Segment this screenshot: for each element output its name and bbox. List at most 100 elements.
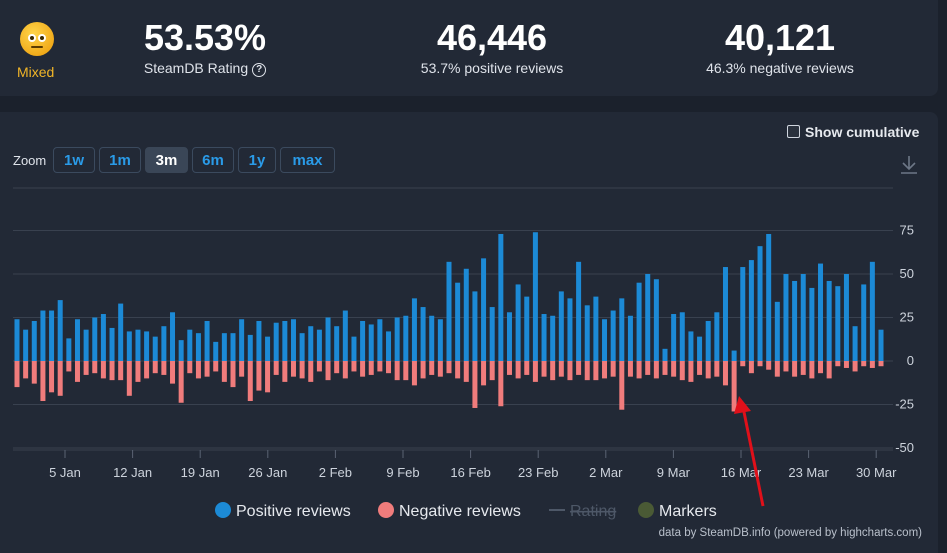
positive-bar xyxy=(774,301,780,361)
show-cumulative-toggle[interactable]: Show cumulative xyxy=(787,124,919,140)
zoom-1y-button[interactable]: 1y xyxy=(238,147,276,173)
positive-bar xyxy=(273,322,279,361)
zoom-6m-button[interactable]: 6m xyxy=(192,147,234,173)
positive-bar xyxy=(221,333,227,361)
checkbox-icon[interactable] xyxy=(787,125,800,138)
positive-bar xyxy=(748,260,754,361)
positive-bar xyxy=(446,261,452,361)
positive-bar xyxy=(334,326,340,361)
negative-bar xyxy=(783,361,789,372)
positive-bar xyxy=(265,336,271,361)
positive-bar xyxy=(178,340,184,361)
positive-bar xyxy=(144,331,150,361)
positive-bar xyxy=(187,329,193,361)
positive-bar xyxy=(325,317,331,361)
positive-bar xyxy=(800,274,806,361)
positive-bar xyxy=(386,331,392,361)
positive-bar xyxy=(152,336,158,361)
positive-bar xyxy=(610,310,616,361)
negative-bar xyxy=(489,361,495,381)
zoom-1m-button[interactable]: 1m xyxy=(99,147,141,173)
positive-bar xyxy=(731,350,737,361)
positive-bar xyxy=(161,326,167,361)
zoom-1w-button[interactable]: 1w xyxy=(53,147,95,173)
negative-bar xyxy=(316,361,322,372)
positive-bar xyxy=(360,320,366,361)
x-tick-label: 16 Feb xyxy=(450,465,490,480)
positive-bar xyxy=(757,246,763,361)
x-tick-label: 30 Mar xyxy=(856,465,897,480)
negative-bar xyxy=(835,361,841,367)
y-tick-label: -25 xyxy=(895,397,914,412)
positive-bar xyxy=(377,319,383,361)
positive-bar xyxy=(740,267,746,361)
positive-bar xyxy=(550,315,556,361)
positive-bar xyxy=(92,317,98,361)
negative-bar xyxy=(446,361,452,374)
positive-bar xyxy=(532,232,538,361)
positive-bar xyxy=(31,320,37,361)
negative-bar xyxy=(420,361,426,379)
positive-bar xyxy=(195,333,201,361)
negative-bar xyxy=(213,361,219,372)
positive-bar xyxy=(619,298,625,361)
zoom-label: Zoom xyxy=(13,153,47,168)
positive-bar xyxy=(118,303,124,361)
negative-bar xyxy=(308,361,314,382)
negative-bar xyxy=(818,361,824,374)
negative-bar xyxy=(524,361,530,375)
positive-bar xyxy=(135,329,141,361)
positive-bar xyxy=(636,282,642,361)
negative-bar xyxy=(636,361,642,379)
positive-bar xyxy=(213,341,219,361)
positive-bar xyxy=(247,334,253,361)
negative-bar xyxy=(230,361,236,388)
positive-bar xyxy=(809,287,815,361)
positive-bar xyxy=(49,310,55,361)
negative-bar xyxy=(774,361,780,377)
positive-bar xyxy=(593,296,599,361)
chart-panel xyxy=(0,112,938,553)
positive-bar xyxy=(653,279,659,361)
positive-bar xyxy=(506,312,512,361)
negative-bar xyxy=(247,361,253,402)
negative-bar xyxy=(748,361,754,374)
negative-bar xyxy=(31,361,37,384)
positive-bar xyxy=(515,284,521,361)
y-tick-label: 25 xyxy=(900,310,914,325)
negative-bar xyxy=(584,361,590,381)
legend-item-label: Positive reviews xyxy=(236,503,351,520)
positive-bar xyxy=(671,314,677,361)
negative-bar xyxy=(567,361,573,381)
positive-bar xyxy=(411,298,417,361)
zoom-max-button[interactable]: max xyxy=(280,147,335,173)
positive-bar xyxy=(826,280,832,361)
y-tick-label: 0 xyxy=(907,353,914,368)
download-icon[interactable] xyxy=(901,156,917,174)
positive-bar xyxy=(14,319,20,361)
negative-bar xyxy=(688,361,694,382)
help-icon[interactable]: ? xyxy=(252,63,267,77)
zoom-3m-button[interactable]: 3m xyxy=(145,147,188,173)
negative-bar xyxy=(843,361,849,368)
negative-bar xyxy=(118,361,124,381)
negative-bar xyxy=(411,361,417,386)
positive-bar xyxy=(463,268,469,361)
positive-bar xyxy=(437,319,443,361)
negative-bar xyxy=(265,361,271,393)
negative-bar xyxy=(541,361,547,377)
positive-bar xyxy=(861,284,867,361)
negative-bar xyxy=(256,361,262,391)
positive-bar xyxy=(472,291,478,361)
negative-bar xyxy=(161,361,167,375)
positive-bar xyxy=(818,263,824,361)
positive-bar xyxy=(290,319,296,361)
negative-bar xyxy=(368,361,374,375)
negative-bar xyxy=(170,361,176,384)
negative-bar xyxy=(334,361,340,374)
positive-bar xyxy=(766,233,772,361)
rating-summary-bar: Mixed 53.53% SteamDB Rating? 46,446 53.7… xyxy=(0,0,938,96)
show-cumulative-label: Show cumulative xyxy=(805,124,920,140)
negative-bar xyxy=(40,361,46,402)
positive-bar xyxy=(282,320,288,361)
